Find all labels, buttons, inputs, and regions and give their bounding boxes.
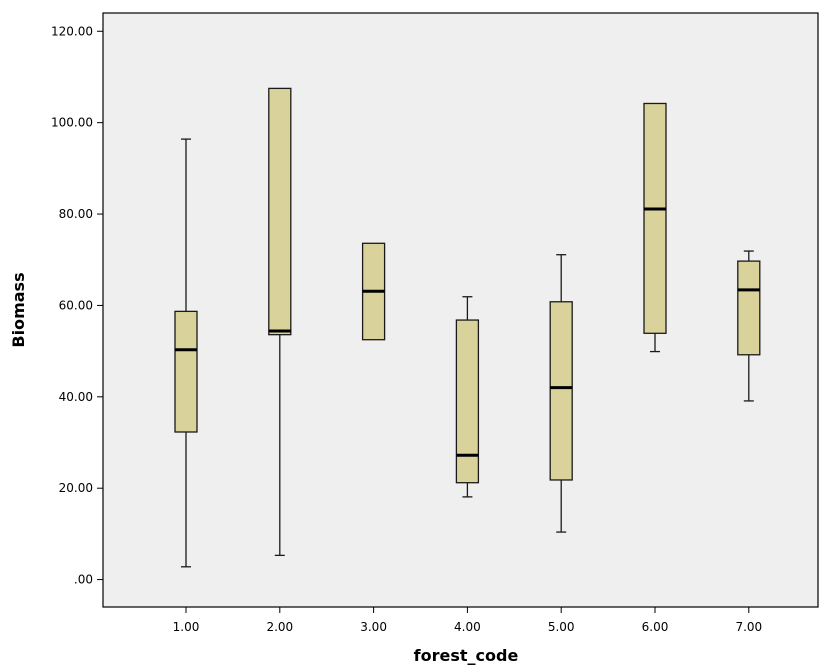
y-tick-label: 40.00 [59, 390, 93, 404]
x-tick-label: 5.00 [548, 620, 575, 634]
box-4.00 [455, 296, 480, 498]
box-1.00 [174, 138, 198, 568]
iqr-box [268, 87, 292, 336]
x-tick-label: 3.00 [360, 620, 387, 634]
box-series [174, 87, 761, 568]
box-5.00 [549, 254, 573, 533]
y-axis: .00 20.00 40.00 60.00 80.00 100.00 120.00 [51, 24, 103, 587]
y-tick-label: 20.00 [59, 481, 93, 495]
iqr-box [455, 319, 480, 484]
y-tick-label: 80.00 [59, 207, 93, 221]
box-6.00 [643, 102, 667, 353]
box-7.00 [737, 250, 761, 402]
x-tick-label: 6.00 [642, 620, 669, 634]
plot-area [102, 12, 819, 608]
x-tick-label: 7.00 [735, 620, 762, 634]
y-tick-label: 120.00 [51, 24, 93, 38]
y-axis-title: Biomass [9, 272, 28, 347]
x-tick-label: 1.00 [173, 620, 200, 634]
x-axis-title: forest_code [414, 646, 519, 665]
iqr-box [643, 102, 667, 334]
iqr-box [549, 301, 573, 481]
box-2.00 [268, 87, 292, 557]
y-tick-label: .00 [74, 573, 93, 587]
x-tick-label: 4.00 [454, 620, 481, 634]
y-tick-label: 60.00 [59, 298, 93, 312]
iqr-box [737, 260, 761, 356]
iqr-box [174, 310, 198, 433]
x-tick-label: 2.00 [266, 620, 293, 634]
x-axis: 1.00 2.00 3.00 4.00 5.00 6.00 7.00 [173, 607, 762, 634]
box-3.00 [361, 242, 386, 341]
y-tick-label: 100.00 [51, 116, 93, 130]
